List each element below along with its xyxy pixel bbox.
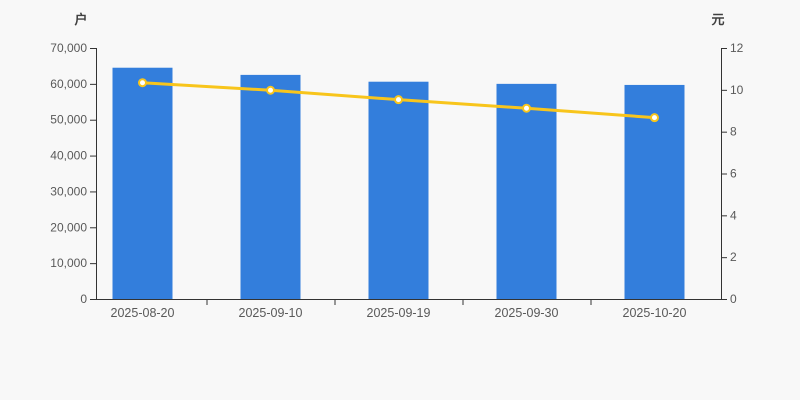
y-axis-right-tick-label: 10	[730, 83, 744, 97]
y-axis-left-tick-label: 60,000	[50, 77, 87, 91]
x-axis-tick-label: 2025-09-10	[239, 306, 303, 320]
y-axis-right-tick-label: 8	[730, 125, 737, 139]
bar[interactable]	[368, 81, 429, 299]
y-axis-left-tick-label: 10,000	[50, 256, 87, 270]
y-axis-right-tick-label: 4	[730, 208, 737, 222]
line-point[interactable]	[650, 113, 659, 123]
line-point[interactable]	[138, 78, 147, 88]
y-axis-left-tick-label: 20,000	[50, 220, 87, 234]
left-axis-unit-label: 户	[74, 12, 88, 27]
y-axis-right-tick-label: 6	[730, 167, 737, 181]
y-axis-left-tick-label: 30,000	[50, 184, 87, 198]
x-axis-tick-label: 2025-08-20	[111, 306, 175, 320]
y-axis-right-tick-label: 0	[730, 292, 737, 306]
bar[interactable]	[112, 67, 173, 299]
y-axis-left-tick-label: 40,000	[50, 149, 87, 163]
y-axis-right-tick-label: 2	[730, 250, 737, 264]
x-axis-tick-label: 2025-10-20	[623, 306, 687, 320]
line-point[interactable]	[266, 85, 275, 95]
right-axis-unit-label: 元	[711, 12, 725, 27]
line-point[interactable]	[522, 103, 531, 113]
line-point[interactable]	[394, 95, 403, 105]
bar[interactable]	[240, 74, 301, 300]
x-axis-tick-label: 2025-09-19	[367, 306, 431, 320]
bar[interactable]	[496, 83, 557, 299]
x-axis-tick-label: 2025-09-30	[495, 306, 559, 320]
y-axis-left-tick-label: 70,000	[50, 41, 87, 55]
y-axis-left-tick-label: 0	[80, 292, 87, 306]
y-axis-right-tick-label: 12	[730, 41, 744, 55]
y-axis-left-tick-label: 50,000	[50, 113, 87, 127]
